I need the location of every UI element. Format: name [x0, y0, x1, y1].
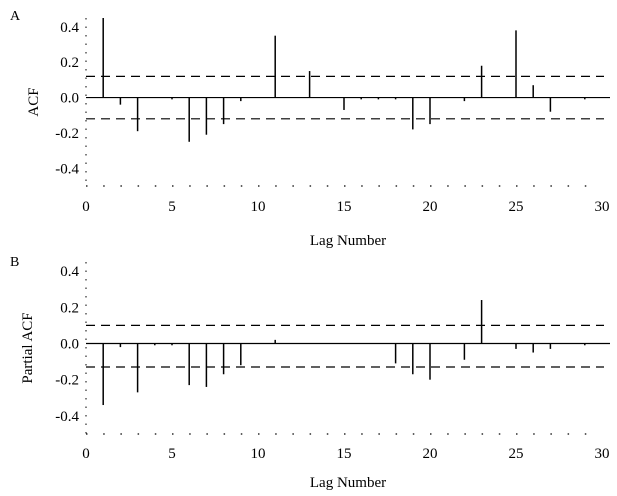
y-tick-label: 0.4: [60, 20, 79, 36]
x-tick-label: 30: [595, 199, 610, 215]
y-tick-label: 0.2: [60, 300, 79, 316]
x-axis-title: Lag Number: [310, 233, 386, 249]
x-tick-label: 10: [251, 446, 266, 462]
y-tick-label: -0.2: [55, 126, 79, 142]
y-tick-label: 0.0: [60, 91, 79, 107]
x-tick-label: 5: [168, 199, 176, 215]
x-axis-title: Lag Number: [310, 475, 386, 491]
x-tick-label: 10: [251, 199, 266, 215]
x-tick-label: 15: [337, 446, 352, 462]
x-tick-label: 20: [423, 446, 438, 462]
panel-label: B: [10, 255, 19, 270]
y-tick-label: 0.2: [60, 55, 79, 71]
pacf-panel: B 0.4 0.2 0.0 -0.2 -0.4 0 5 10 15 20 25 30 Lag Number…: [10, 255, 610, 491]
y-tick-label: -0.4: [55, 409, 79, 425]
x-tick-label: 25: [509, 199, 524, 215]
x-tick-label: 0: [82, 446, 90, 462]
y-tick-label: 0.0: [60, 336, 79, 352]
panel-label: A: [10, 9, 21, 24]
x-tick-label: 5: [168, 446, 176, 462]
x-tick-label: 15: [337, 199, 352, 215]
y-tick-label: 0.4: [60, 264, 79, 280]
x-tick-label: 30: [595, 446, 610, 462]
y-tick-label: -0.4: [55, 161, 79, 177]
acf-panel: A 0.4 0.2 0.0 -0.2 -0.4 0 5 10 15 20 25 30 Lag Number…: [10, 9, 610, 249]
y-tick-label: -0.2: [55, 373, 79, 389]
y-axis-title: ACF: [26, 87, 42, 116]
x-tick-label: 20: [423, 199, 438, 215]
y-axis-title: Partial ACF: [20, 312, 36, 383]
x-tick-label: 0: [82, 199, 90, 215]
x-tick-label: 25: [509, 446, 524, 462]
